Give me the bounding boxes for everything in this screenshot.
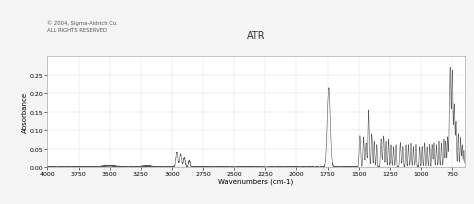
Text: ATR: ATR	[246, 31, 265, 41]
Text: © 2004, Sigma-Aldrich Co.
ALL RIGHTS RESERVED: © 2004, Sigma-Aldrich Co. ALL RIGHTS RES…	[47, 20, 118, 33]
Y-axis label: Absorbance: Absorbance	[22, 92, 28, 133]
X-axis label: Wavenumbers (cm-1): Wavenumbers (cm-1)	[219, 178, 293, 184]
